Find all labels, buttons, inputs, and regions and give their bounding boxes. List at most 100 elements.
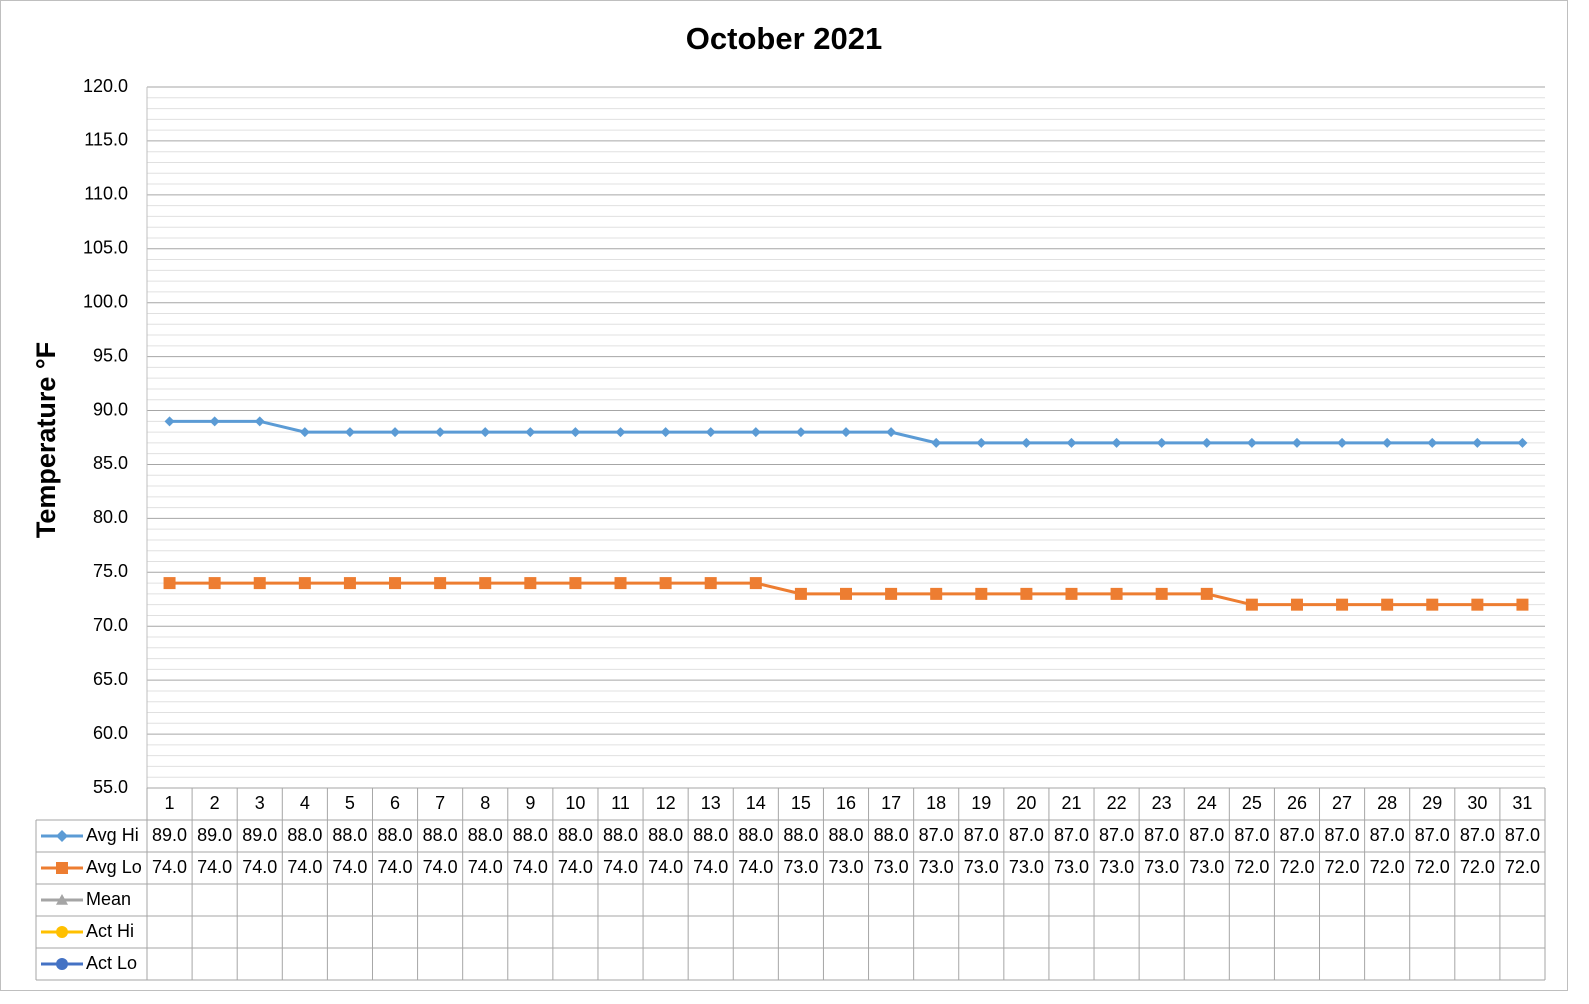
marker bbox=[1200, 587, 1213, 600]
marker bbox=[1426, 598, 1439, 611]
marker bbox=[705, 427, 716, 438]
table-value: 74.0 bbox=[513, 857, 548, 877]
marker bbox=[163, 577, 176, 590]
marker bbox=[479, 577, 492, 590]
marker bbox=[1156, 437, 1167, 448]
table-value: 87.0 bbox=[1370, 825, 1405, 845]
table-value: 73.0 bbox=[919, 857, 954, 877]
marker bbox=[1337, 437, 1348, 448]
table-value: 88.0 bbox=[558, 825, 593, 845]
x-tick-label: 19 bbox=[971, 793, 991, 813]
marker bbox=[1110, 587, 1123, 600]
marker bbox=[704, 577, 717, 590]
table-value: 73.0 bbox=[1189, 857, 1224, 877]
table-value: 89.0 bbox=[242, 825, 277, 845]
y-tick-label: 120.0 bbox=[83, 76, 128, 96]
marker bbox=[253, 577, 266, 590]
table-value: 74.0 bbox=[558, 857, 593, 877]
x-tick-label: 18 bbox=[926, 793, 946, 813]
marker bbox=[1291, 437, 1302, 448]
marker bbox=[750, 427, 761, 438]
table-value: 73.0 bbox=[1009, 857, 1044, 877]
x-tick-label: 23 bbox=[1152, 793, 1172, 813]
y-tick-label: 80.0 bbox=[93, 507, 128, 527]
table-value: 88.0 bbox=[828, 825, 863, 845]
table-value: 89.0 bbox=[152, 825, 187, 845]
marker bbox=[1201, 437, 1212, 448]
marker bbox=[975, 587, 988, 600]
marker bbox=[1336, 598, 1349, 611]
table-value: 74.0 bbox=[378, 857, 413, 877]
y-tick-label: 105.0 bbox=[83, 238, 128, 258]
marker bbox=[931, 437, 942, 448]
table-value: 87.0 bbox=[1460, 825, 1495, 845]
table-value: 87.0 bbox=[1505, 825, 1540, 845]
legend-marker bbox=[56, 926, 68, 938]
marker bbox=[794, 587, 807, 600]
table-value: 73.0 bbox=[1054, 857, 1089, 877]
marker bbox=[886, 427, 897, 438]
marker bbox=[254, 416, 265, 427]
table-value: 88.0 bbox=[874, 825, 909, 845]
x-tick-label: 14 bbox=[746, 793, 766, 813]
table-value: 74.0 bbox=[197, 857, 232, 877]
y-axis-label: Temperature °F bbox=[31, 342, 61, 538]
marker bbox=[525, 427, 536, 438]
x-tick-label: 5 bbox=[345, 793, 355, 813]
marker bbox=[344, 427, 355, 438]
x-tick-label: 25 bbox=[1242, 793, 1262, 813]
table-value: 73.0 bbox=[964, 857, 999, 877]
table-value: 87.0 bbox=[1009, 825, 1044, 845]
table-value: 74.0 bbox=[738, 857, 773, 877]
table-value: 87.0 bbox=[1234, 825, 1269, 845]
table-value: 73.0 bbox=[1144, 857, 1179, 877]
marker bbox=[930, 587, 943, 600]
marker bbox=[299, 427, 310, 438]
marker bbox=[885, 587, 898, 600]
table-value: 88.0 bbox=[468, 825, 503, 845]
marker bbox=[1471, 598, 1484, 611]
x-tick-label: 1 bbox=[165, 793, 175, 813]
marker bbox=[1382, 437, 1393, 448]
x-tick-label: 30 bbox=[1467, 793, 1487, 813]
marker bbox=[389, 577, 402, 590]
marker bbox=[660, 427, 671, 438]
table-value: 74.0 bbox=[468, 857, 503, 877]
x-tick-label: 24 bbox=[1197, 793, 1217, 813]
marker bbox=[570, 427, 581, 438]
x-tick-label: 15 bbox=[791, 793, 811, 813]
marker bbox=[1472, 437, 1483, 448]
marker bbox=[1066, 437, 1077, 448]
table-value: 88.0 bbox=[423, 825, 458, 845]
table-value: 87.0 bbox=[1189, 825, 1224, 845]
marker bbox=[615, 427, 626, 438]
y-tick-label: 100.0 bbox=[83, 291, 128, 311]
chart-border bbox=[0, 0, 1568, 991]
table-value: 88.0 bbox=[332, 825, 367, 845]
x-tick-label: 26 bbox=[1287, 793, 1307, 813]
marker bbox=[480, 427, 491, 438]
table-value: 88.0 bbox=[693, 825, 728, 845]
table-value: 87.0 bbox=[1144, 825, 1179, 845]
legend-label: Act Lo bbox=[86, 953, 137, 973]
x-tick-label: 29 bbox=[1422, 793, 1442, 813]
table-value: 73.0 bbox=[783, 857, 818, 877]
marker bbox=[1427, 437, 1438, 448]
x-tick-label: 8 bbox=[480, 793, 490, 813]
table-value: 72.0 bbox=[1234, 857, 1269, 877]
table-value: 88.0 bbox=[603, 825, 638, 845]
table-value: 74.0 bbox=[332, 857, 367, 877]
x-tick-label: 22 bbox=[1107, 793, 1127, 813]
table-value: 88.0 bbox=[648, 825, 683, 845]
table-value: 87.0 bbox=[1099, 825, 1134, 845]
y-tick-label: 55.0 bbox=[93, 777, 128, 797]
marker bbox=[840, 587, 852, 600]
marker bbox=[208, 577, 221, 590]
table-value: 74.0 bbox=[152, 857, 187, 877]
table-value: 72.0 bbox=[1279, 857, 1314, 877]
legend-marker bbox=[56, 894, 68, 905]
chart-title: October 2021 bbox=[686, 21, 882, 56]
marker bbox=[841, 427, 851, 438]
legend-marker bbox=[56, 862, 68, 874]
